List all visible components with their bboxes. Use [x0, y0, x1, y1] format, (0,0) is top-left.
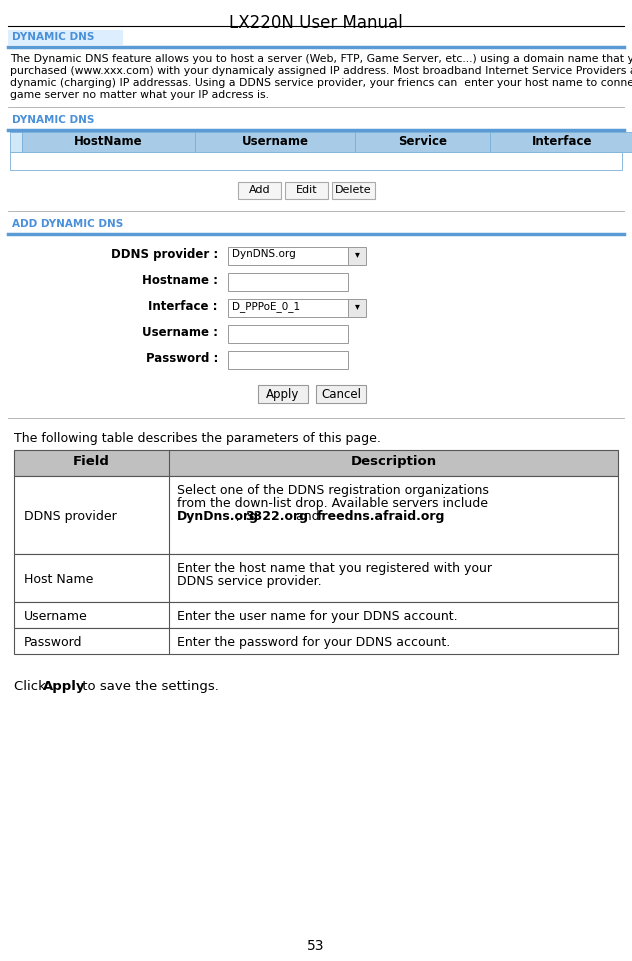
Bar — [332, 182, 375, 199]
Text: .: . — [422, 510, 426, 523]
Text: Hostname :: Hostname : — [142, 274, 218, 287]
Text: ▾: ▾ — [355, 249, 360, 259]
Bar — [14, 628, 618, 654]
Text: Interface :: Interface : — [149, 300, 218, 313]
Bar — [8, 30, 123, 45]
Text: Enter the password for your DDNS account.: Enter the password for your DDNS account… — [177, 636, 450, 649]
Text: ADD DYNAMIC DNS: ADD DYNAMIC DNS — [12, 219, 123, 229]
Text: Select one of the DDNS registration organizations: Select one of the DDNS registration orga… — [177, 484, 489, 497]
Text: DYNAMIC DNS: DYNAMIC DNS — [12, 32, 94, 42]
Text: HostName: HostName — [74, 135, 143, 148]
Text: Apply: Apply — [266, 388, 300, 401]
Text: ,: , — [236, 510, 243, 523]
Text: Host Name: Host Name — [24, 573, 94, 586]
Text: ▾: ▾ — [355, 301, 360, 311]
Text: Enter the host name that you registered with your: Enter the host name that you registered … — [177, 562, 492, 575]
Text: Add: Add — [248, 185, 270, 195]
Text: Apply: Apply — [43, 680, 85, 693]
Text: Click: Click — [14, 680, 50, 693]
Bar — [195, 132, 355, 152]
Text: Username :: Username : — [142, 326, 218, 339]
Text: Service: Service — [398, 135, 447, 148]
Text: Username: Username — [24, 610, 88, 623]
Bar — [355, 132, 490, 152]
Bar — [490, 132, 632, 152]
Bar — [348, 247, 366, 265]
Bar — [14, 554, 618, 602]
Bar — [228, 247, 348, 265]
Text: Interface: Interface — [532, 135, 592, 148]
Text: DDNS provider: DDNS provider — [24, 510, 117, 523]
Text: game server no matter what your IP adcress is.: game server no matter what your IP adcre… — [10, 90, 269, 100]
Bar — [348, 299, 366, 317]
Text: LX220N User Manual: LX220N User Manual — [229, 14, 403, 32]
Text: Password :: Password : — [145, 352, 218, 365]
Bar — [238, 182, 281, 199]
Text: DYNAMIC DNS: DYNAMIC DNS — [12, 115, 94, 125]
Bar — [285, 182, 328, 199]
Text: DDNS provider :: DDNS provider : — [111, 248, 218, 261]
Text: The Dynamic DNS feature allows you to host a server (Web, FTP, Game Server, etc.: The Dynamic DNS feature allows you to ho… — [10, 54, 632, 64]
Text: DDNS service provider.: DDNS service provider. — [177, 575, 322, 588]
Text: Delete: Delete — [335, 185, 372, 195]
Text: 3322.org: 3322.org — [245, 510, 308, 523]
Text: Username: Username — [241, 135, 308, 148]
Bar — [228, 273, 348, 291]
Text: Field: Field — [73, 455, 110, 468]
Text: DynDNS.org: DynDNS.org — [232, 249, 296, 259]
Bar — [10, 152, 622, 170]
Bar — [10, 132, 22, 152]
Text: purchased (www.xxx.com) with your dynamicaly assigned IP address. Most broadband: purchased (www.xxx.com) with your dynami… — [10, 66, 632, 76]
Bar — [14, 602, 618, 628]
Bar — [228, 325, 348, 343]
Text: The following table describes the parameters of this page.: The following table describes the parame… — [14, 432, 381, 445]
Bar — [14, 476, 618, 554]
Bar — [228, 299, 348, 317]
Text: from the down-list drop. Available servers include: from the down-list drop. Available serve… — [177, 497, 488, 510]
Text: D_PPPoE_0_1: D_PPPoE_0_1 — [232, 301, 300, 312]
Bar — [228, 351, 348, 369]
Text: Edit: Edit — [296, 185, 317, 195]
Bar — [258, 385, 308, 403]
Bar — [316, 385, 366, 403]
Text: to save the settings.: to save the settings. — [78, 680, 219, 693]
Bar — [22, 132, 195, 152]
Text: dynamic (charging) IP addressas. Using a DDNS service provider, your friencs can: dynamic (charging) IP addressas. Using a… — [10, 78, 632, 88]
Text: Cancel: Cancel — [321, 388, 361, 401]
Bar — [14, 450, 618, 476]
Text: Description: Description — [350, 455, 437, 468]
Text: Enter the user name for your DDNS account.: Enter the user name for your DDNS accoun… — [177, 610, 458, 623]
Text: and: and — [292, 510, 324, 523]
Text: DynDns.org: DynDns.org — [177, 510, 259, 523]
Text: Password: Password — [24, 636, 83, 649]
Text: freedns.afraid.org: freedns.afraid.org — [317, 510, 446, 523]
Text: 53: 53 — [307, 939, 325, 953]
